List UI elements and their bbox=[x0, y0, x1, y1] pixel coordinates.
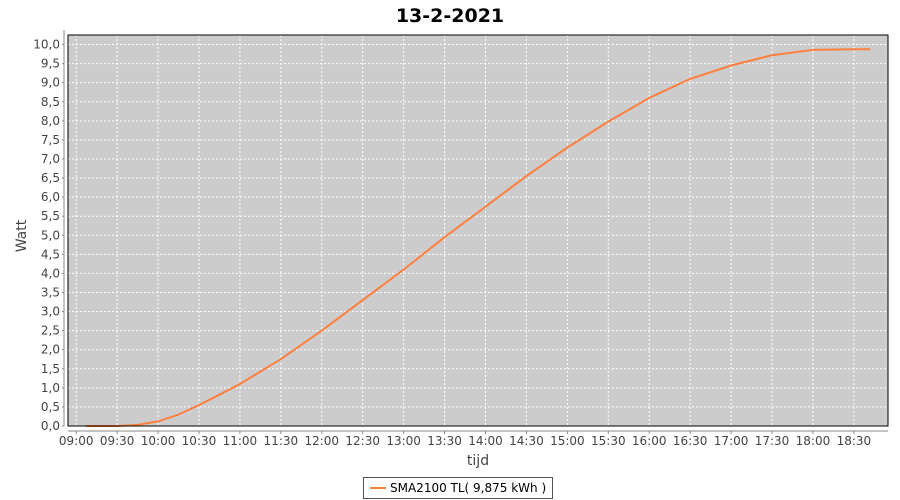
y-tick-label: 3,5 bbox=[41, 285, 60, 299]
y-tick-label: 8,0 bbox=[41, 114, 60, 128]
x-tick-label: 15:00 bbox=[550, 434, 585, 448]
series-line bbox=[85, 48, 871, 427]
x-tick-label: 17:30 bbox=[755, 434, 790, 448]
legend-label: SMA2100 TL( 9,875 kWh ) bbox=[390, 481, 547, 495]
x-axis-label: tijd bbox=[467, 453, 489, 469]
x-tick-label: 11:30 bbox=[264, 434, 299, 448]
x-tick-label: 12:00 bbox=[304, 434, 339, 448]
x-tick-label: 16:30 bbox=[673, 434, 708, 448]
x-tick-label: 10:30 bbox=[182, 434, 217, 448]
y-tick-label: 7,5 bbox=[41, 133, 60, 147]
plot-border bbox=[67, 34, 889, 427]
y-tick-label: 2,5 bbox=[41, 324, 60, 338]
x-tick-label: 09:00 bbox=[59, 434, 94, 448]
y-tick-label: 3,0 bbox=[41, 305, 60, 319]
y-tick-label: 0,5 bbox=[41, 400, 60, 414]
x-tick-label: 18:30 bbox=[837, 434, 872, 448]
chart-title: 13-2-2021 bbox=[396, 5, 504, 27]
y-tick-label: 9,5 bbox=[41, 57, 60, 71]
y-tick-label: 1,0 bbox=[41, 381, 60, 395]
y-tick-label: 10,0 bbox=[33, 38, 60, 52]
y-tick-label: 7,0 bbox=[41, 152, 60, 166]
x-tick-label: 13:30 bbox=[427, 434, 462, 448]
plot-area bbox=[68, 35, 888, 426]
y-tick-label: 6,0 bbox=[41, 190, 60, 204]
x-tick-label: 09:30 bbox=[100, 434, 135, 448]
y-axis-label: Watt bbox=[14, 219, 30, 252]
legend: SMA2100 TL( 9,875 kWh ) bbox=[363, 477, 554, 499]
y-tick-label: 6,5 bbox=[41, 171, 60, 185]
legend-line-marker bbox=[370, 487, 386, 489]
x-tick-label: 17:00 bbox=[714, 434, 749, 448]
y-tick-label: 4,0 bbox=[41, 266, 60, 280]
y-tick-label: 9,0 bbox=[41, 76, 60, 90]
x-tick-label: 12:30 bbox=[345, 434, 380, 448]
y-tick-label: 5,5 bbox=[41, 209, 60, 223]
x-tick-label: 11:00 bbox=[223, 434, 258, 448]
y-tick-label: 1,5 bbox=[41, 362, 60, 376]
x-tick-label: 18:00 bbox=[796, 434, 831, 448]
x-tick-label: 14:30 bbox=[509, 434, 544, 448]
y-tick-label: 2,0 bbox=[41, 343, 60, 357]
y-tick-label: 0,0 bbox=[41, 419, 60, 433]
x-tick-label: 14:00 bbox=[468, 434, 503, 448]
y-tick-label: 4,5 bbox=[41, 247, 60, 261]
x-tick-label: 13:00 bbox=[386, 434, 421, 448]
x-tick-label: 15:30 bbox=[591, 434, 626, 448]
y-tick-label: 5,0 bbox=[41, 228, 60, 242]
y-tick-label: 8,5 bbox=[41, 95, 60, 109]
x-tick-label: 10:00 bbox=[141, 434, 176, 448]
x-tick-label: 16:00 bbox=[632, 434, 667, 448]
